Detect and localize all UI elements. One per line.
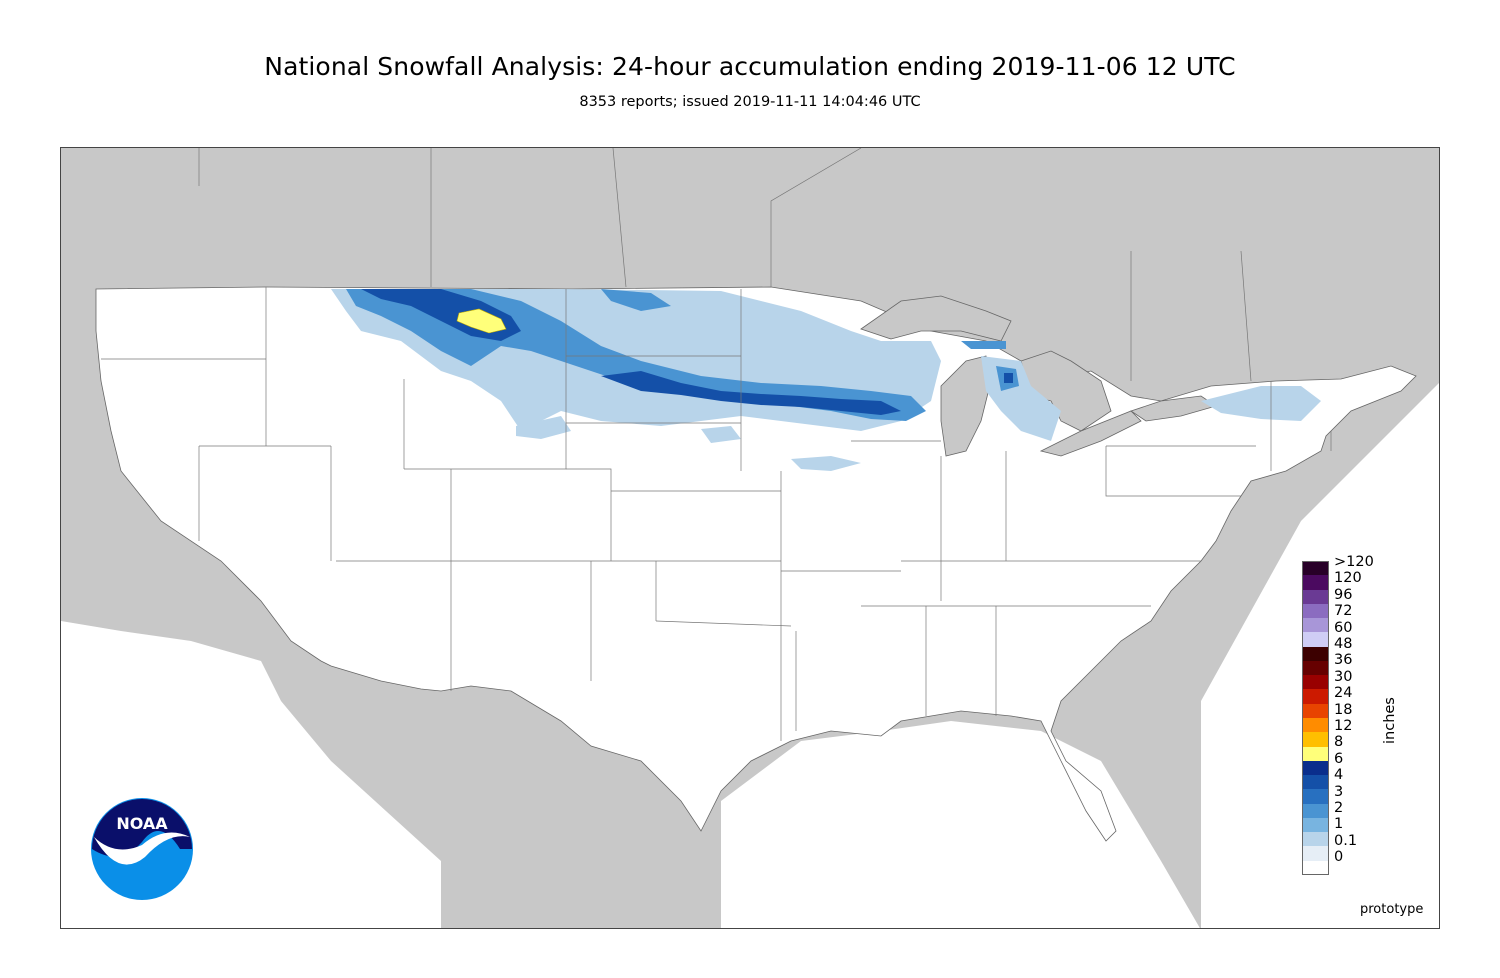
legend-swatch (1302, 660, 1329, 676)
noaa-logo: NOAA (90, 797, 194, 905)
legend-swatch (1302, 789, 1329, 805)
noaa-logo-text: NOAA (116, 814, 168, 833)
legend-swatch (1302, 775, 1329, 791)
legend-tick-label: 48 (1334, 636, 1353, 652)
legend-tick-label: >120 (1334, 554, 1374, 570)
legend-units: inches (1382, 697, 1398, 744)
legend-tick-label: 0 (1334, 849, 1344, 866)
legend-swatch (1302, 860, 1329, 876)
legend-tick-label: 0.1 (1334, 832, 1358, 849)
legend-swatch (1302, 718, 1329, 733)
legend-tick-label: 36 (1334, 652, 1353, 669)
legend-tick-label: 3 (1334, 783, 1344, 800)
legend-tick-label: 30 (1334, 668, 1353, 685)
legend-swatch (1302, 732, 1329, 748)
legend-swatch (1302, 689, 1329, 705)
legend-swatch (1302, 575, 1329, 591)
legend-tick-label: 12 (1334, 718, 1353, 734)
legend-swatch (1302, 646, 1329, 662)
prototype-label: prototype (1360, 902, 1424, 917)
legend-swatch (1302, 561, 1329, 576)
legend-swatch (1302, 675, 1329, 691)
state-borders (101, 287, 1332, 741)
legend-swatch (1302, 817, 1329, 833)
legend-tick-label: 24 (1334, 685, 1353, 702)
legend-swatch (1302, 760, 1329, 776)
legend-tick-label: 8 (1334, 734, 1344, 751)
snowfall-map (60, 147, 1440, 929)
legend-swatch (1302, 846, 1329, 862)
legend-swatch (1302, 603, 1329, 619)
legend-tick-label: 4 (1334, 767, 1344, 784)
legend-tick-label: 72 (1334, 603, 1353, 620)
legend-swatch (1302, 618, 1329, 634)
map-subtitle: 8353 reports; issued 2019-11-11 14:04:46… (579, 94, 921, 110)
legend-swatch (1302, 803, 1329, 819)
legend-swatch (1302, 632, 1329, 648)
country-borders (198, 148, 1252, 382)
legend-tick-label: 18 (1334, 701, 1353, 718)
legend-tick-label: 6 (1334, 750, 1344, 767)
great-lakes (860, 295, 1217, 457)
legend-tick-label: 2 (1334, 800, 1344, 816)
legend-swatch (1302, 703, 1329, 719)
legend-tick-label: 60 (1334, 619, 1353, 636)
legend-units-wrap: inches (1382, 697, 1402, 804)
legend-swatch (1302, 589, 1329, 605)
legend-tick-label: 96 (1334, 586, 1353, 603)
legend-tick-label: 120 (1334, 570, 1362, 587)
snow-extreme (456, 308, 507, 334)
map-title: National Snowfall Analysis: 24-hour accu… (264, 52, 1236, 81)
legend-swatch (1302, 832, 1329, 848)
legend-swatch (1302, 746, 1329, 762)
legend-tick-label: 1 (1334, 816, 1344, 833)
